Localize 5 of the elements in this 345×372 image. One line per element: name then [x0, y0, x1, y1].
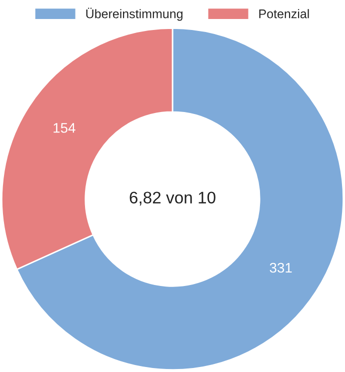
text: 6,82 von 10	[130, 192, 216, 206]
legend-label: Potenzial	[259, 9, 309, 18]
legend-label: Übereinstimmung	[86, 8, 182, 21]
data-label: 331	[270, 262, 292, 273]
data-label: 154	[54, 123, 76, 133]
